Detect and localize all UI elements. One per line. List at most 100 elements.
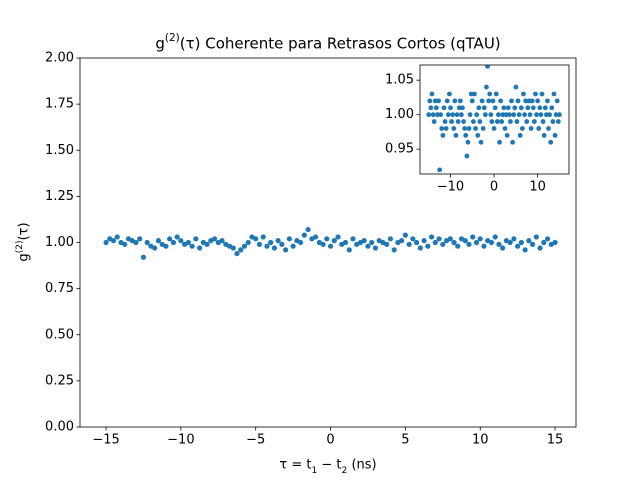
y-tick-label: 2.00	[45, 51, 74, 66]
point	[522, 112, 527, 118]
point	[501, 105, 507, 111]
point	[509, 98, 514, 104]
point	[440, 241, 446, 247]
point	[546, 126, 551, 131]
point	[538, 112, 544, 118]
point	[140, 254, 147, 260]
point	[557, 112, 562, 118]
point	[555, 119, 561, 124]
point	[189, 243, 195, 249]
point	[441, 105, 447, 111]
point	[335, 234, 341, 240]
point	[283, 247, 289, 253]
point	[331, 238, 337, 244]
point	[452, 98, 458, 104]
point	[548, 139, 554, 145]
point	[481, 105, 487, 111]
y-tick-label: 0.75	[45, 281, 74, 296]
main-plot	[103, 226, 558, 260]
point	[301, 232, 307, 238]
y-tick-label: 1.00	[385, 107, 414, 122]
point	[152, 245, 158, 251]
point	[369, 239, 375, 246]
point	[461, 119, 466, 124]
y-tick-label: 0.00	[45, 420, 74, 435]
point	[428, 234, 435, 240]
point	[122, 241, 128, 247]
point	[312, 234, 319, 240]
point	[544, 236, 551, 242]
point	[260, 234, 266, 240]
point	[290, 243, 296, 249]
point	[444, 98, 450, 104]
point	[469, 98, 475, 104]
point	[552, 132, 558, 138]
point	[439, 126, 445, 131]
point	[511, 112, 517, 118]
point	[473, 239, 480, 246]
point	[414, 239, 420, 246]
point	[511, 236, 517, 242]
point	[327, 243, 334, 249]
point	[462, 126, 468, 131]
point	[497, 139, 502, 145]
y-tick-label: 1.25	[45, 189, 74, 204]
point	[465, 139, 471, 145]
point	[155, 238, 162, 244]
point	[542, 105, 548, 111]
point	[477, 236, 483, 242]
point	[487, 91, 493, 97]
point	[547, 112, 553, 118]
point	[268, 239, 274, 246]
point	[365, 243, 371, 249]
point	[174, 234, 180, 240]
point	[514, 119, 520, 124]
point	[499, 119, 505, 124]
point	[480, 126, 486, 131]
point	[531, 119, 537, 124]
x-tick-label: −15	[92, 433, 119, 448]
y-tick-label: 0.95	[385, 142, 414, 157]
point	[455, 243, 461, 249]
point	[447, 91, 452, 97]
point	[458, 112, 464, 118]
point	[526, 238, 532, 244]
point	[437, 167, 443, 173]
point	[463, 132, 469, 138]
point	[478, 139, 484, 145]
y-tick-label: 1.05	[385, 73, 414, 88]
y-tick-label: 1.50	[45, 143, 74, 158]
point	[534, 112, 539, 118]
point	[474, 112, 480, 118]
point	[488, 112, 494, 118]
point	[421, 238, 427, 244]
point	[428, 105, 434, 111]
point	[230, 245, 236, 251]
point	[507, 239, 513, 246]
point	[451, 126, 457, 131]
point	[504, 132, 510, 138]
point	[494, 119, 500, 124]
point	[410, 236, 416, 242]
point	[211, 236, 218, 242]
x-tick-label: 0	[326, 433, 334, 448]
point	[305, 226, 311, 233]
point	[430, 112, 436, 118]
point	[144, 239, 150, 246]
point	[484, 84, 489, 90]
point	[361, 238, 367, 244]
point	[519, 126, 525, 131]
point	[492, 234, 498, 240]
x-tick-label: −10	[437, 180, 464, 195]
point	[525, 105, 531, 111]
point	[467, 112, 473, 118]
point	[473, 126, 478, 131]
point	[515, 243, 521, 249]
y-tick-label: 1.00	[45, 235, 74, 250]
x-tick-label: 5	[401, 433, 409, 448]
point	[193, 236, 199, 242]
point	[502, 126, 508, 131]
point	[448, 105, 453, 111]
y-tick-label: 0.50	[45, 327, 74, 342]
point	[234, 250, 240, 257]
